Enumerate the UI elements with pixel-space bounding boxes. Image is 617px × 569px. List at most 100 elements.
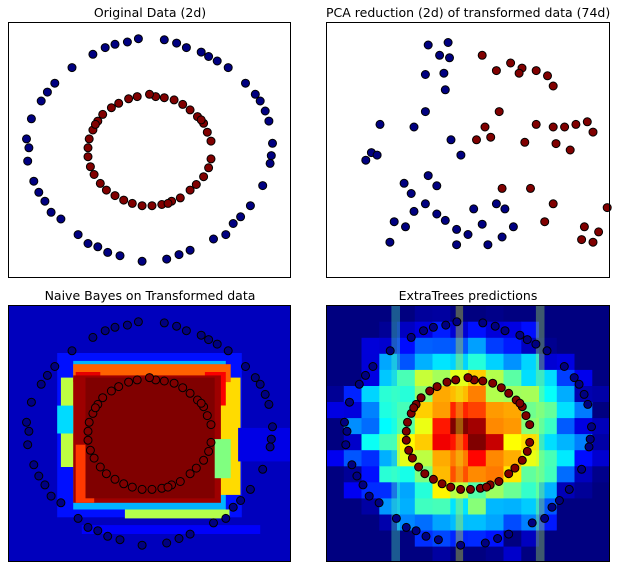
data-point-0-35 — [236, 212, 246, 222]
data-point-0-14 — [162, 254, 172, 264]
heatmap-cell-0-7 — [326, 433, 345, 451]
data-point-1-10 — [127, 198, 137, 208]
data-point-1-13 — [404, 445, 414, 455]
data-point-0-18 — [420, 199, 430, 209]
data-point-1-4 — [525, 420, 535, 430]
data-point-1-27 — [137, 201, 147, 211]
heatmap-cell-0-4 — [326, 481, 345, 499]
heatmap-cell-0-12 — [326, 353, 345, 370]
heatmap-cell-14-3 — [574, 497, 593, 515]
data-point-0-44 — [260, 389, 270, 399]
data-point-1-20 — [520, 137, 530, 147]
data-point-0-15 — [456, 540, 466, 550]
data-point-0-16 — [115, 251, 125, 261]
heatmap-cell-10-0 — [503, 545, 522, 562]
data-point-1-19 — [159, 93, 169, 103]
heatmap-cell-8-0 — [468, 545, 487, 562]
plot-area-1 — [8, 22, 291, 278]
data-point-0-12 — [527, 518, 537, 528]
data-point-0-27 — [67, 63, 77, 73]
heatmap-cell-11-0 — [521, 545, 540, 562]
heatmap-cell-11-11 — [521, 369, 540, 386]
heatmap-cell-12-14 — [539, 321, 558, 338]
heatmap-cell-0-10 — [326, 385, 345, 402]
data-point-0-7 — [268, 138, 277, 148]
data-point-1-14 — [83, 426, 93, 436]
heatmap-cell-7-13 — [450, 337, 469, 354]
data-point-0-25 — [354, 379, 364, 389]
plot-frame — [326, 305, 610, 562]
heatmap-cell-7-12 — [450, 353, 469, 370]
heatmap-cell-15-14 — [592, 321, 610, 338]
heatmap-cell-10-13 — [503, 337, 522, 354]
data-point-0-15 — [137, 540, 147, 550]
data-point-1-27 — [456, 484, 466, 494]
heatmap-cell-10-15 — [503, 305, 522, 322]
heatmap-cell-9-12 — [485, 353, 505, 370]
data-point-0-3 — [542, 346, 552, 356]
data-point-1-38 — [409, 403, 419, 413]
data-point-1-25 — [175, 193, 185, 203]
data-point-0-13 — [185, 529, 195, 539]
data-point-1-37 — [196, 115, 206, 125]
data-point-0-16 — [406, 189, 416, 198]
heatmap-cell-7-8 — [450, 417, 469, 435]
heatmap-cell-11-5 — [521, 465, 540, 483]
data-point-1-35 — [124, 377, 134, 387]
data-point-1-10 — [127, 482, 137, 492]
data-point-0-46 — [401, 522, 411, 532]
data-point-0-2 — [435, 50, 445, 60]
data-point-0-0 — [159, 35, 169, 45]
data-point-0-11 — [547, 502, 557, 512]
heatmap-cell-8-15 — [468, 305, 487, 322]
heatmap-cell-15-10 — [592, 385, 610, 402]
data-point-0-23 — [22, 417, 31, 427]
heatmap-cell-15-3 — [592, 497, 610, 515]
data-point-0-26 — [368, 362, 378, 371]
data-point-0-9 — [577, 464, 587, 474]
data-point-1-24 — [510, 463, 520, 473]
data-point-0-47 — [352, 471, 362, 481]
data-point-0-5 — [574, 379, 584, 389]
data-point-1-34 — [106, 386, 116, 396]
heatmap-cell-15-1 — [592, 529, 610, 547]
heatmap-cell-11-12 — [521, 353, 540, 370]
heatmap-cell-9-2 — [485, 513, 505, 531]
data-point-1-16 — [565, 145, 575, 155]
heatmap-cell-10-2 — [503, 513, 522, 531]
data-point-1-36 — [145, 373, 154, 383]
data-point-0-40 — [42, 370, 52, 380]
data-point-0-9 — [446, 135, 456, 145]
data-point-0-43 — [196, 330, 206, 340]
heatmap-cell-6-4 — [432, 481, 451, 499]
data-point-0-26 — [50, 78, 60, 88]
data-point-0-39 — [24, 143, 34, 153]
data-point-1-34 — [425, 386, 435, 396]
data-point-1-11 — [110, 191, 120, 201]
data-point-1-9 — [466, 484, 475, 494]
data-point-1-19 — [478, 376, 488, 386]
heatmap-cell-2-2 — [361, 513, 380, 531]
data-point-1-6 — [491, 66, 501, 76]
heatmap-cell-4-3 — [397, 497, 416, 515]
data-point-0-13 — [361, 155, 371, 165]
chart-title: Original Data (2d) — [93, 5, 207, 20]
data-point-0-6 — [583, 399, 593, 409]
heatmap-cell-0-11 — [326, 369, 345, 386]
data-point-1-24 — [191, 180, 201, 189]
heatmap-cell-8-6 — [468, 449, 487, 467]
data-point-0-9 — [258, 181, 268, 191]
data-point-0-17 — [411, 526, 421, 536]
data-point-0-37 — [103, 531, 113, 541]
data-point-1-26 — [588, 237, 598, 247]
heatmap-cell-9-15 — [485, 305, 505, 322]
data-point-0-19 — [56, 214, 66, 224]
data-point-0-1 — [443, 38, 453, 47]
plot-frame — [8, 305, 291, 562]
data-point-0-33 — [250, 89, 260, 99]
heatmap-cell-10-11 — [503, 369, 522, 386]
heatmap-cell-10-4 — [503, 481, 522, 499]
data-point-0-14 — [480, 538, 490, 548]
data-point-1-22 — [202, 411, 212, 421]
data-point-0-5 — [420, 70, 430, 79]
